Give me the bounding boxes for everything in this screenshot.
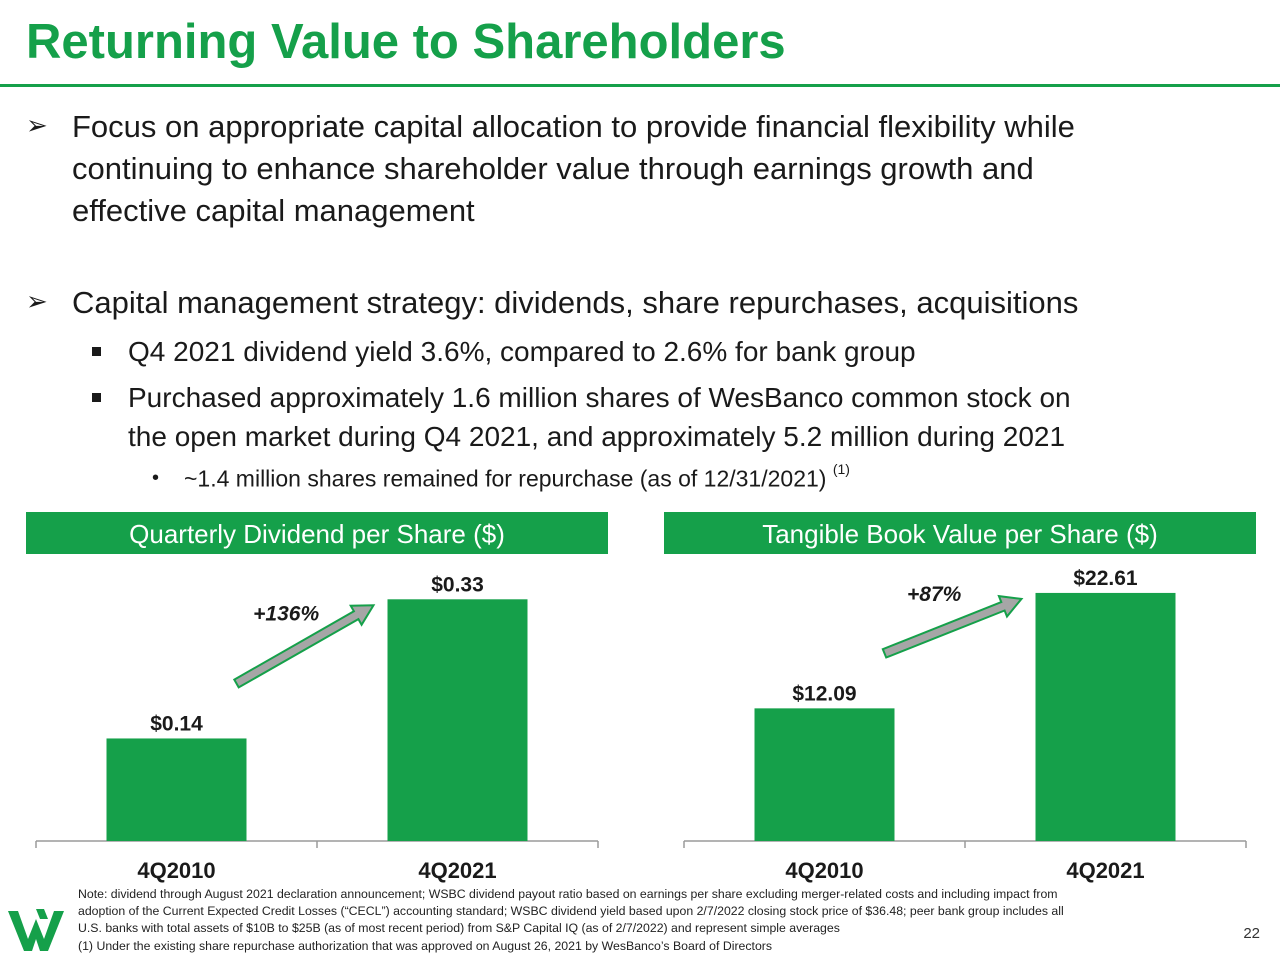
bullet-1-line-3: effective capital management (72, 193, 475, 228)
data-label: $0.14 (150, 712, 203, 735)
bar-4Q2021 (1035, 592, 1176, 841)
footnote-line: Note: dividend through August 2021 decla… (78, 887, 1058, 901)
dividend-bar-chart: $0.14 4Q2010 $0.33 4Q2021 +136% (35, 573, 599, 883)
wesbanco-logo (8, 909, 64, 951)
data-label: $0.33 (431, 573, 484, 596)
data-label: $12.09 (792, 682, 856, 705)
growth-arrow (881, 594, 1024, 659)
tangible-book-value-bar-chart: $12.09 4Q2010 $22.61 4Q2021 +87% (683, 567, 1247, 883)
sub-bullet-2-line-1: Purchased approximately 1.6 million shar… (128, 382, 1071, 413)
data-label: $22.61 (1073, 567, 1138, 590)
dot-bullet-icon: • (152, 467, 160, 489)
sub-bullet-1: Q4 2021 dividend yield 3.6%, compared to… (128, 336, 916, 367)
category-label: 4Q2010 (137, 858, 215, 883)
square-bullet-icon (92, 393, 101, 402)
growth-annotation: +87% (907, 583, 962, 606)
growth-annotation: +136% (253, 602, 319, 625)
category-label: 4Q2021 (418, 858, 496, 883)
bar-4Q2010 (106, 738, 247, 841)
slide-title: Returning Value to Shareholders (26, 15, 786, 69)
footnote-line: U.S. banks with total assets of $10B to … (78, 921, 840, 936)
arrow-bullet-icon: ➢ (26, 286, 48, 316)
footnote-ref: (1) (832, 461, 850, 477)
square-bullet-icon (92, 347, 101, 356)
sub-bullet-2-line-2: the open market during Q4 2021, and appr… (128, 421, 1066, 452)
category-label: 4Q2010 (785, 858, 863, 883)
chart-1-header: Quarterly Dividend per Share ($) (26, 512, 608, 554)
bullet-1-line-1: Focus on appropriate capital allocation … (72, 109, 1075, 144)
arrow-bullet-icon: ➢ (26, 110, 48, 140)
chart-2-header: Tangible Book Value per Share ($) (664, 512, 1256, 554)
sub-sub-bullet-text: ~1.4 million shares remained for repurch… (184, 465, 827, 492)
bar-4Q2021 (387, 599, 528, 841)
bullet-2: Capital management strategy: dividends, … (72, 285, 1079, 320)
bullet-1-line-2: continuing to enhance shareholder value … (72, 151, 1034, 186)
title-divider (0, 84, 1280, 87)
footnote-line: adoption of the Current Expected Credit … (78, 904, 1064, 919)
footnote: Note: dividend through August 2021 decla… (78, 886, 1228, 955)
growth-arrow (232, 604, 376, 689)
bar-4Q2010 (754, 708, 895, 841)
category-label: 4Q2021 (1066, 858, 1144, 883)
page-number: 22 (1243, 925, 1260, 942)
sub-sub-bullet: ~1.4 million shares remained for repurch… (184, 461, 850, 493)
footnote-line: (1) Under the existing share repurchase … (78, 938, 773, 953)
